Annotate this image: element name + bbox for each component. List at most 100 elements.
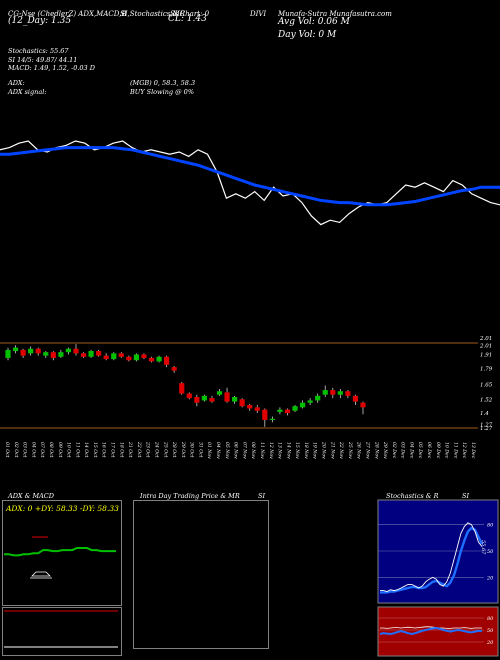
candle-down <box>330 390 336 395</box>
header-stoch-label: SI,Stochastics,MR <box>120 10 186 18</box>
date-label: 11 Oct <box>74 442 80 458</box>
date-label: 01 Oct <box>4 442 10 458</box>
price-axis-label: 1.79 <box>480 366 493 372</box>
date-label: 11 Nov <box>259 442 265 459</box>
si-signal-line <box>380 626 482 629</box>
stoch-k-line <box>380 522 483 592</box>
price-axis-label: 1.65 <box>480 382 493 388</box>
date-label: 12 Dec <box>461 442 467 459</box>
date-label: 18 Nov <box>303 442 309 459</box>
candle-up <box>133 354 140 361</box>
date-label: 21 Oct <box>127 441 133 458</box>
stoch-value-label: 55.67 <box>480 540 486 555</box>
header-ema: (12_Day: 1.35 <box>8 16 72 26</box>
date-label: 08 Oct <box>48 442 54 458</box>
date-label: 22 Oct <box>136 441 142 458</box>
si-axis-label: 50 <box>487 628 494 634</box>
candle-down <box>262 409 268 420</box>
price-axis-label: 1.27 <box>480 426 493 432</box>
candle-up <box>58 352 64 357</box>
adx-panel-readout: ADX: 0 +DY: 58.33 -DY: 58.33 <box>6 504 119 513</box>
candle-up <box>43 352 49 356</box>
candle-up <box>231 396 238 402</box>
adx-label: ADX: <box>8 79 25 87</box>
date-label: 13 Dec <box>470 442 476 459</box>
price-axis-label: 1.91 <box>480 352 492 358</box>
date-label: 02 Oct <box>13 442 19 458</box>
candle-up <box>111 353 117 360</box>
date-label: 06 Nov <box>233 442 239 459</box>
candle-up <box>88 351 94 357</box>
candle-down <box>224 392 230 402</box>
date-label: 14 Nov <box>285 442 291 459</box>
date-label: 19 Nov <box>312 442 318 459</box>
date-label: 09 Oct <box>57 442 63 458</box>
date-label: 23 Oct <box>145 441 151 458</box>
candle-down <box>194 396 200 403</box>
date-label: 18 Oct <box>118 442 124 458</box>
date-label: 03 Oct <box>22 442 28 458</box>
candle-up <box>307 400 313 403</box>
candle-up <box>5 349 11 358</box>
candle-down <box>164 356 170 365</box>
date-label: 29 Nov <box>382 441 388 459</box>
candle-down <box>80 353 87 357</box>
date-label: 10 Dec <box>444 442 450 459</box>
candle-down <box>148 357 155 362</box>
adx-value: (MGB) 0, 58.3, 58.3 <box>130 79 196 87</box>
date-label: 06 Dec <box>426 442 432 459</box>
stoch-panel-title: Stochastics & R <box>386 492 439 500</box>
date-label: 26 Nov <box>356 441 362 459</box>
date-label: 11 Dec <box>452 442 458 459</box>
intraday-si-label: SI <box>258 492 266 500</box>
avg-volume: Avg Vol: 0.06 M <box>278 17 350 27</box>
header-brand: Munafa-Sutra Munafasutra.com <box>278 10 392 18</box>
candle-up <box>156 356 162 362</box>
candle-up <box>269 418 275 421</box>
price-axis-label: 2.01 <box>479 343 492 349</box>
si-readout: SI 14/5: 49.87/ 44.11 <box>8 56 78 64</box>
date-label: 17 Oct <box>110 442 116 458</box>
date-label: 05 Nov <box>224 442 230 459</box>
date-label: 03 Dec <box>400 442 406 459</box>
candle-down <box>141 354 147 358</box>
intraday-panel-title: Intra Day Trading Price & MR <box>140 492 240 500</box>
candle-down <box>179 383 185 394</box>
date-label: 07 Nov <box>241 442 247 459</box>
date-label: 27 Nov <box>365 441 371 459</box>
date-label: 22 Nov <box>338 441 344 459</box>
date-label: 30 Oct <box>189 442 195 458</box>
stoch-panel-bg <box>377 499 499 604</box>
candle-up <box>65 348 72 353</box>
adx-panel-box <box>2 500 122 606</box>
stochastics-readout: Stochastics: 55.67 <box>8 47 69 55</box>
date-label: 13 Nov <box>277 442 283 459</box>
candle-down <box>126 356 132 361</box>
candle-up <box>201 395 207 401</box>
date-label: 10 Oct <box>66 442 72 458</box>
day-volume: Day Vol: 0 M <box>278 30 337 40</box>
stoch-axis-label: 20 <box>486 575 494 581</box>
candle-down <box>247 405 253 409</box>
header-title: CG-Nse (ChedlerZ) ADX,MACD,B <box>8 10 127 18</box>
candle-down <box>239 399 245 407</box>
candle-up <box>299 402 306 408</box>
macd-readout: MACD: 1.49, 1.52, -0.03 D <box>8 64 95 72</box>
date-label: 31 Oct <box>197 442 203 458</box>
adx-signal-label: ADX signal: <box>8 88 47 96</box>
stoch-axis-label: 50 <box>487 549 494 555</box>
date-label: 28 Nov <box>373 441 379 459</box>
macd-panel-box <box>2 607 122 656</box>
si-series-line <box>379 626 483 636</box>
header-si-chart: SI Chart: 0 <box>170 10 210 18</box>
price-axis-label: 1.27 <box>480 423 493 429</box>
candle-down <box>96 351 102 356</box>
stoch-si-panel: 80 50 20 55.67 80 50 20 <box>377 499 499 657</box>
macd-hump <box>31 571 51 577</box>
adx-line <box>4 536 118 648</box>
si-axis-label: 80 <box>487 616 494 622</box>
stoch-d-line <box>380 526 484 594</box>
candle-down <box>284 409 291 414</box>
adx-signal-value: BUY Slowing @ 0% <box>130 88 194 96</box>
candle-down <box>171 367 177 371</box>
